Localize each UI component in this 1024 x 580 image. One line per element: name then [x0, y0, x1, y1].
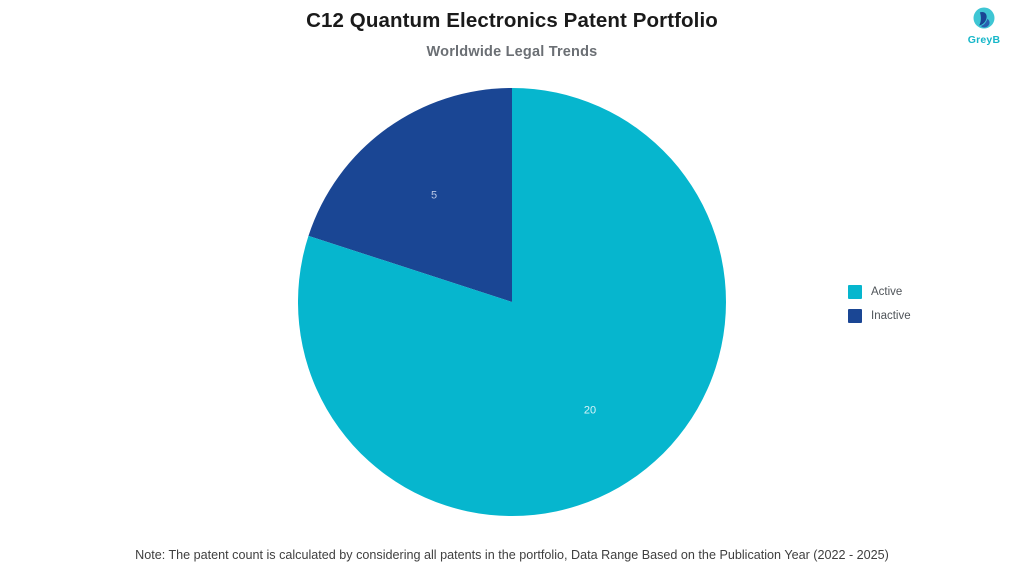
- legend-label-active: Active: [871, 286, 903, 298]
- chart-footnote: Note: The patent count is calculated by …: [135, 548, 889, 562]
- pie-slice-active[interactable]: [298, 88, 726, 516]
- page-subtitle: Worldwide Legal Trends: [426, 44, 598, 60]
- greyb-globe-icon: [973, 7, 995, 29]
- legend-swatch-active: [848, 285, 862, 299]
- pie-slice-value-active: 20: [584, 404, 596, 416]
- brand-name: GreyB: [967, 34, 1001, 46]
- pie-slice-inactive[interactable]: [308, 88, 512, 302]
- pie-chart-svg: 5 20: [298, 88, 726, 516]
- legend-item-inactive[interactable]: Inactive: [848, 304, 911, 328]
- brand-logo: GreyB: [956, 3, 1012, 51]
- legend-item-active[interactable]: Active: [848, 280, 911, 304]
- chart-legend: Active Inactive: [848, 280, 911, 328]
- pie-slice-group: [298, 88, 726, 516]
- page-title: C12 Quantum Electronics Patent Portfolio: [306, 9, 718, 32]
- legend-label-inactive: Inactive: [871, 310, 911, 322]
- pie-chart: 5 20: [298, 88, 726, 516]
- pie-label-group: 5 20: [431, 190, 596, 417]
- legend-swatch-inactive: [848, 309, 862, 323]
- pie-slice-value-inactive: 5: [431, 190, 437, 202]
